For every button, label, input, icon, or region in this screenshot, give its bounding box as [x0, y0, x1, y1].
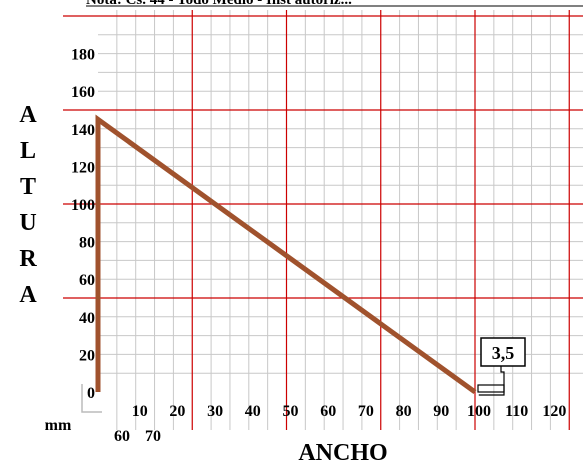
minor-grid [98, 10, 583, 430]
y-tick-label: 160 [71, 84, 95, 101]
x-tick-label: 10 [132, 403, 148, 420]
x-tick-label: 80 [396, 403, 412, 420]
y-axis-label-letter: L [20, 138, 36, 164]
y-tick-label: 20 [79, 347, 95, 364]
y-axis-label-letter: U [19, 210, 36, 236]
x-tick-label-extra: 70 [145, 428, 161, 445]
y-tick-label: 140 [71, 122, 95, 139]
x-tick-label: 70 [358, 403, 374, 420]
x-axis-label: ANCHO [298, 440, 387, 464]
annotation-label: 3,5 [492, 343, 515, 363]
unit-label: mm [45, 417, 72, 434]
x-tick-label: 100 [467, 403, 491, 420]
x-tick-label: 30 [207, 403, 223, 420]
y-tick-label: 40 [79, 310, 95, 327]
annotation-box [480, 337, 526, 367]
y-tick-label: 0 [87, 385, 95, 402]
y-axis-label-letter: T [20, 174, 36, 200]
axis-corner-mark [81, 384, 102, 413]
x-tick-labels: 10 20 30 40 50 60 70 80 90 100 110 120 60 70 [114, 403, 566, 445]
major-grid [63, 10, 583, 430]
y-tick-label: 100 [71, 197, 95, 214]
series-layer [95, 114, 477, 395]
x-tick-label-extra: 60 [114, 428, 130, 445]
header-text: Nota: Cs. 44 - Todo Medio - Inst autoriz… [86, 0, 352, 8]
annotation-layer: 3,5 [477, 337, 526, 396]
x-tick-label: 120 [542, 403, 566, 420]
x-tick-label: 90 [433, 403, 449, 420]
y-axis-label-letter: A [19, 102, 37, 128]
x-tick-label: 110 [505, 403, 528, 420]
y-tick-label: 80 [79, 235, 95, 252]
annotation-leader [478, 366, 505, 396]
y-tick-labels: 0 20 40 60 80 100 120 140 160 180 [71, 47, 95, 402]
series-line [95, 114, 477, 395]
x-tick-label: 20 [169, 403, 185, 420]
y-tick-label: 120 [71, 159, 95, 176]
y-axis-label-letter: R [19, 246, 37, 272]
y-axis-label-letter: A [19, 282, 37, 308]
y-tick-label: 180 [71, 47, 95, 64]
annotation-dimension-bracket [477, 384, 505, 393]
x-tick-label: 40 [245, 403, 261, 420]
x-tick-label: 60 [320, 403, 336, 420]
x-tick-label: 50 [283, 403, 299, 420]
y-tick-label: 60 [79, 272, 95, 289]
